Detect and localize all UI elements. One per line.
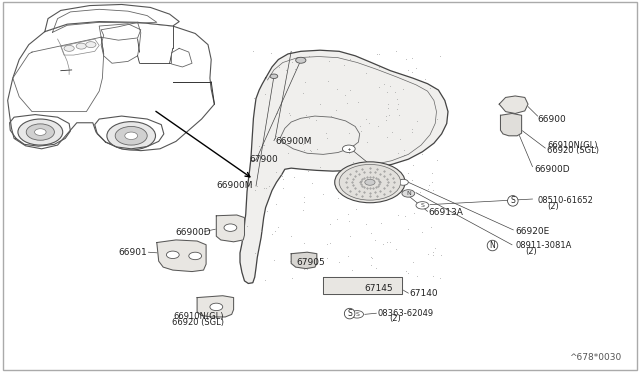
Text: 66900: 66900 bbox=[538, 115, 566, 124]
Polygon shape bbox=[240, 50, 448, 283]
Text: 66920E: 66920E bbox=[515, 227, 550, 236]
Text: 66910N(GL): 66910N(GL) bbox=[547, 141, 598, 150]
Polygon shape bbox=[500, 113, 522, 136]
Circle shape bbox=[189, 252, 202, 260]
Polygon shape bbox=[45, 4, 179, 32]
Polygon shape bbox=[323, 277, 402, 294]
Polygon shape bbox=[291, 252, 317, 269]
Circle shape bbox=[339, 164, 401, 200]
Circle shape bbox=[351, 311, 364, 318]
Circle shape bbox=[335, 162, 405, 203]
Text: 66920 (SGL): 66920 (SGL) bbox=[172, 318, 225, 327]
Text: 67905: 67905 bbox=[296, 258, 325, 267]
Circle shape bbox=[35, 129, 46, 135]
Circle shape bbox=[107, 122, 156, 150]
Circle shape bbox=[76, 43, 86, 49]
Text: (2): (2) bbox=[525, 247, 536, 256]
Circle shape bbox=[18, 119, 63, 145]
Text: 66901: 66901 bbox=[118, 248, 147, 257]
Text: (2): (2) bbox=[389, 314, 401, 323]
Text: 67145: 67145 bbox=[365, 284, 394, 293]
Text: 66920 (SGL): 66920 (SGL) bbox=[547, 146, 599, 155]
Polygon shape bbox=[8, 22, 214, 151]
Text: N: N bbox=[406, 191, 411, 196]
Circle shape bbox=[224, 224, 237, 231]
Circle shape bbox=[86, 42, 96, 48]
Polygon shape bbox=[197, 296, 234, 317]
Circle shape bbox=[64, 45, 74, 51]
Text: (2): (2) bbox=[547, 202, 559, 211]
Text: S: S bbox=[355, 312, 359, 317]
Text: S: S bbox=[348, 309, 352, 318]
Circle shape bbox=[26, 124, 54, 140]
Circle shape bbox=[365, 179, 375, 185]
Text: ^678*0030: ^678*0030 bbox=[568, 353, 621, 362]
Text: 66910N(GL): 66910N(GL) bbox=[173, 312, 223, 321]
Text: 67140: 67140 bbox=[410, 289, 438, 298]
Circle shape bbox=[270, 74, 278, 78]
Circle shape bbox=[210, 303, 223, 311]
Circle shape bbox=[342, 145, 355, 153]
Text: 66900M: 66900M bbox=[275, 137, 312, 146]
Text: 66913A: 66913A bbox=[429, 208, 463, 217]
Circle shape bbox=[416, 202, 429, 209]
Text: 67900: 67900 bbox=[250, 155, 278, 164]
Text: 66900M: 66900M bbox=[216, 182, 253, 190]
Circle shape bbox=[296, 57, 306, 63]
Circle shape bbox=[402, 190, 415, 197]
Circle shape bbox=[166, 251, 179, 259]
Polygon shape bbox=[157, 240, 206, 272]
Text: 66900D: 66900D bbox=[534, 165, 570, 174]
Circle shape bbox=[125, 132, 138, 140]
Text: S: S bbox=[420, 203, 424, 208]
Text: 66900D: 66900D bbox=[175, 228, 211, 237]
Text: S: S bbox=[511, 196, 515, 205]
Polygon shape bbox=[216, 215, 244, 242]
Text: N: N bbox=[490, 241, 495, 250]
Text: 08510-61652: 08510-61652 bbox=[538, 196, 593, 205]
Circle shape bbox=[115, 126, 147, 145]
Text: 08363-62049: 08363-62049 bbox=[378, 309, 434, 318]
Text: 08911-3081A: 08911-3081A bbox=[515, 241, 572, 250]
Polygon shape bbox=[499, 96, 528, 113]
Circle shape bbox=[398, 179, 408, 185]
